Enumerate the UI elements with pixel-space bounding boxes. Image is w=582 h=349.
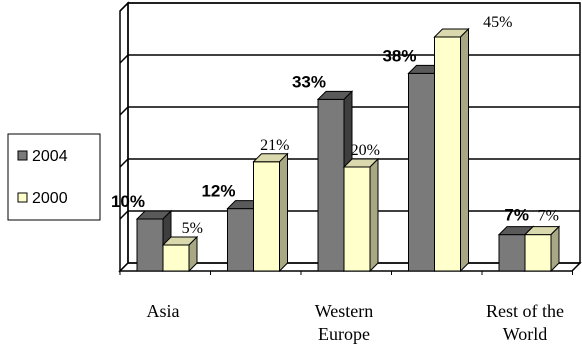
category-label-4: Rest of the <box>486 301 564 321</box>
bar-2000-2 <box>342 157 380 273</box>
bar-front <box>434 36 461 272</box>
category-label-2: Europe <box>318 324 370 344</box>
legend-swatch-2000 <box>17 192 28 203</box>
bars <box>135 27 561 273</box>
bar-front <box>136 218 164 272</box>
value-label-2004-3: 38% <box>382 46 416 65</box>
bar-side <box>550 225 560 273</box>
bar-side <box>188 235 198 273</box>
bar-2000-1 <box>252 152 289 273</box>
value-label-2004-0: 10% <box>111 192 145 211</box>
bar-front <box>253 161 280 272</box>
value-label-2000-2: 20% <box>351 142 380 159</box>
bar-side <box>369 157 379 273</box>
bar-front <box>317 98 345 272</box>
side-wall <box>119 1 129 273</box>
value-label-2004-4: 7% <box>504 206 529 225</box>
value-label-2004-2: 33% <box>292 72 326 91</box>
category-label-4: World <box>503 324 548 344</box>
value-label-2000-4: 7% <box>538 208 559 225</box>
legend: 2004 2000 <box>7 133 101 221</box>
gridline <box>119 2 580 12</box>
category-labels: Asia Western Europe Rest of the World <box>147 301 565 344</box>
bar-front <box>227 208 254 272</box>
bar-side <box>279 152 288 273</box>
value-labels: 10% 5% 12% 21% 33% 20% 38% 45% 7% 7% <box>111 14 559 237</box>
legend-swatch-2004 <box>17 150 28 161</box>
bar-side <box>460 27 469 273</box>
bar-front <box>162 244 190 272</box>
bar-front <box>524 234 552 272</box>
category-label-2: Western <box>315 301 374 321</box>
legend-box <box>7 133 101 221</box>
bar-front <box>498 234 526 272</box>
value-label-2000-0: 5% <box>182 220 203 237</box>
gridline <box>119 54 580 64</box>
bar-2000-4 <box>523 225 561 273</box>
bar-2000-0 <box>161 235 199 273</box>
value-label-2000-3: 45% <box>483 14 512 31</box>
legend-label-2000: 2000 <box>32 190 68 207</box>
bar-front <box>343 166 371 272</box>
bar-front <box>408 72 435 272</box>
legend-label-2004: 2004 <box>32 148 68 165</box>
value-label-2000-1: 21% <box>260 137 289 154</box>
bar-2000-3 <box>433 27 470 273</box>
category-label-0: Asia <box>147 301 180 321</box>
value-label-2004-1: 12% <box>201 182 235 201</box>
